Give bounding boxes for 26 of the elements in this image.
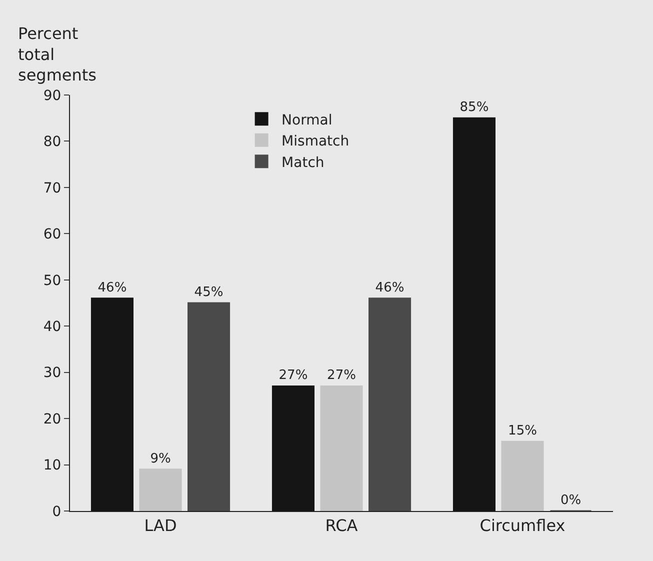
x-tick-label: Circumflex <box>480 516 566 536</box>
y-tick-label: 10 <box>43 458 62 474</box>
data-label: 46% <box>375 280 404 296</box>
y-tick-label: 70 <box>43 180 62 196</box>
x-tick-label: LAD <box>144 516 177 536</box>
data-label: 27% <box>327 368 356 384</box>
x-tick-label: RCA <box>325 516 358 536</box>
y-tick-label: 0 <box>52 504 62 520</box>
data-label: 0% <box>560 493 582 508</box>
y-tick-label: 60 <box>43 226 62 243</box>
y-tick-label: 50 <box>43 272 62 289</box>
data-label: 15% <box>508 424 537 439</box>
data-label: 85% <box>460 100 489 116</box>
y-tick-label: 80 <box>43 134 62 150</box>
y-tick-label: 30 <box>43 365 62 382</box>
legend-label: Mismatch <box>282 134 350 150</box>
y-tick-label: 20 <box>43 411 62 428</box>
data-label: 45% <box>194 285 224 300</box>
y-tick-label: 90 <box>43 88 62 104</box>
data-label: 9% <box>150 451 171 466</box>
y-tick-label: 40 <box>43 319 62 336</box>
legend-label: Normal <box>282 112 332 128</box>
data-label: 46% <box>98 280 127 296</box>
data-label: 27% <box>278 368 308 384</box>
legend-label: Match <box>282 154 324 171</box>
y-axis-title: Percent total segments <box>18 24 97 85</box>
